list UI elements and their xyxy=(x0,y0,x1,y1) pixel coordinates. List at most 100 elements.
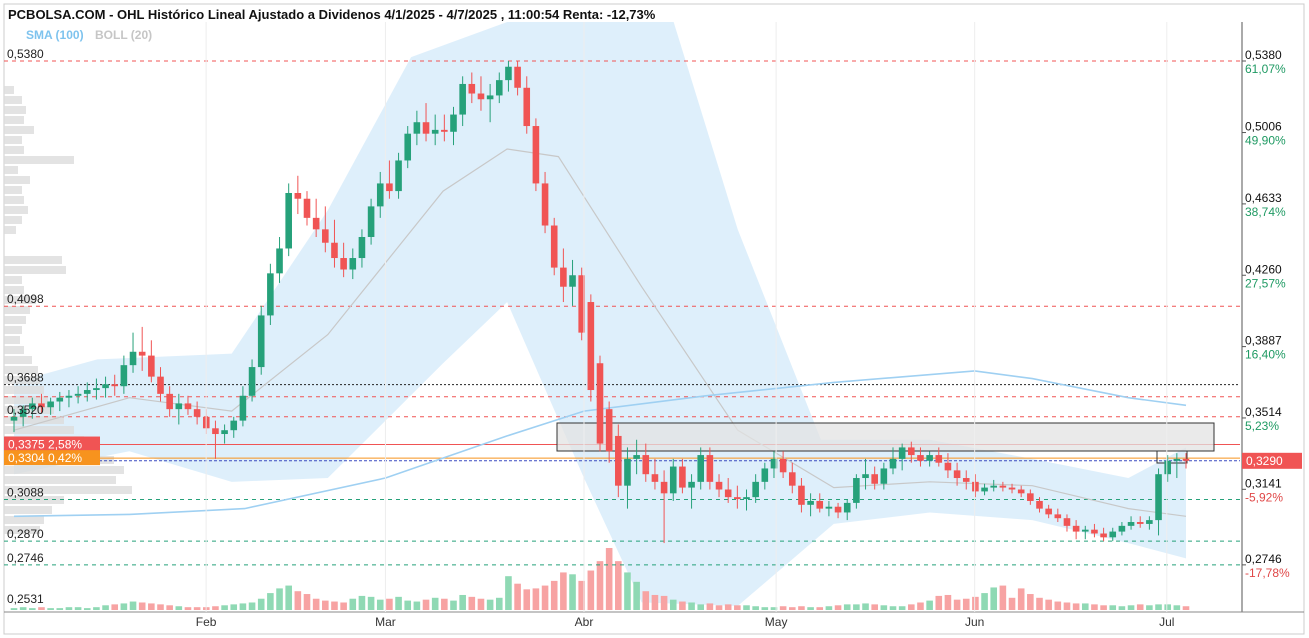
candle-body xyxy=(807,500,814,505)
volume-bar xyxy=(276,588,283,610)
volume-profile-bar xyxy=(4,496,64,504)
volume-bar xyxy=(981,593,988,610)
candle-body xyxy=(468,83,476,94)
right-axis-pct: 5,23% xyxy=(1245,419,1279,433)
volume-bar xyxy=(779,606,787,610)
volume-bar xyxy=(441,598,448,610)
candle-body xyxy=(212,428,219,435)
volume-profile-bar xyxy=(4,306,30,314)
volume-profile-bar xyxy=(4,506,52,514)
volume-bar xyxy=(193,607,201,610)
volume-profile-bar xyxy=(4,426,74,434)
candle-body xyxy=(74,393,82,396)
right-axis-price: 0,2746 xyxy=(1245,552,1282,566)
volume-bar xyxy=(999,585,1007,610)
candle-body xyxy=(651,474,659,482)
left-level-label: 0,2870 xyxy=(7,527,44,541)
volume-bar xyxy=(239,603,247,610)
volume-bar xyxy=(532,588,540,610)
volume-profile-bar xyxy=(4,126,34,134)
volume-bar xyxy=(1008,597,1016,610)
volume-bar xyxy=(175,606,183,610)
right-axis-price: 0,4260 xyxy=(1245,262,1282,276)
candle-body xyxy=(798,485,805,505)
candle-body xyxy=(871,474,878,484)
volume-bar xyxy=(935,595,943,610)
candle-body xyxy=(1063,518,1071,526)
volume-bar xyxy=(138,602,146,610)
candle-body xyxy=(239,395,247,421)
volume-bar xyxy=(853,604,860,610)
candle-body xyxy=(560,267,567,287)
volume-profile xyxy=(4,86,132,534)
volume-bar xyxy=(83,608,91,610)
volume-bar xyxy=(230,604,238,610)
candle-body xyxy=(788,472,796,486)
candle-body xyxy=(926,455,933,461)
candle-body xyxy=(230,420,238,431)
volume-bar xyxy=(743,605,750,610)
right-axis-pct: 61,07% xyxy=(1245,62,1286,76)
volume-profile-bar xyxy=(4,106,26,114)
candle-body xyxy=(605,409,613,452)
volume-bar xyxy=(1155,604,1162,610)
volume-bar xyxy=(669,599,677,610)
candle-body xyxy=(1017,489,1025,494)
right-axis-pct: 27,57% xyxy=(1245,276,1286,290)
candles xyxy=(10,61,1190,544)
x-axis-months: Feb Mar Abr May Jun Jul xyxy=(196,22,1174,629)
candle-body xyxy=(834,506,842,513)
candle-body xyxy=(19,409,27,417)
volume-bar xyxy=(340,602,347,610)
volume-profile-bar xyxy=(4,466,124,474)
candle-body xyxy=(477,93,485,100)
candle-body xyxy=(1136,522,1144,524)
volume-profile-bar xyxy=(4,266,66,274)
candle-body xyxy=(523,87,531,127)
volume-profile-bar xyxy=(4,476,116,484)
volume-profile-bar xyxy=(4,276,22,284)
right-axis-price: 0,3514 xyxy=(1245,405,1282,419)
candle-body xyxy=(972,481,979,492)
volume-bar xyxy=(898,606,906,610)
volume-bar xyxy=(468,596,476,610)
candle-body xyxy=(615,435,622,486)
boll-mid-line xyxy=(13,148,1187,517)
volume-bar xyxy=(376,599,384,610)
candle-body xyxy=(257,315,265,368)
candle-body xyxy=(962,478,970,482)
left-price-tag-label: 0,3375 2,58% xyxy=(8,438,82,452)
volume-bar xyxy=(459,594,466,610)
volume-profile-bar xyxy=(4,156,74,164)
candle-body xyxy=(853,478,860,503)
volume-profile-bar xyxy=(4,206,28,214)
month-label: May xyxy=(765,615,788,629)
volume-bar xyxy=(1109,605,1117,610)
volume-bar xyxy=(734,605,741,610)
volume-bar xyxy=(834,605,842,610)
right-axis-pct: 16,40% xyxy=(1245,348,1286,362)
volume-bar xyxy=(706,603,714,610)
range-boxes xyxy=(556,422,1215,464)
volume-bar xyxy=(596,561,604,610)
volume-bar xyxy=(19,607,27,610)
volume-bar xyxy=(221,605,228,610)
left-level-label: 0,3688 xyxy=(7,371,44,385)
candle-body xyxy=(862,474,869,479)
candle-body xyxy=(1155,474,1162,521)
chart-title: PCBOLSA.COM - OHL Histórico Lineal Ajust… xyxy=(8,7,656,22)
volume-bar xyxy=(1146,605,1153,610)
candle-body xyxy=(376,183,384,207)
volume-bar xyxy=(322,600,329,610)
month-label: Abr xyxy=(575,615,594,629)
candle-body xyxy=(129,351,137,366)
candle-body xyxy=(367,206,375,237)
right-axis-price: 0,5380 xyxy=(1245,48,1282,62)
candle-body xyxy=(1008,487,1016,490)
candle-body xyxy=(56,397,64,402)
candle-body xyxy=(358,236,366,259)
candle-body xyxy=(303,198,311,218)
right-axis-pct: -17,78% xyxy=(1245,566,1290,580)
volume-bar xyxy=(1054,601,1062,610)
